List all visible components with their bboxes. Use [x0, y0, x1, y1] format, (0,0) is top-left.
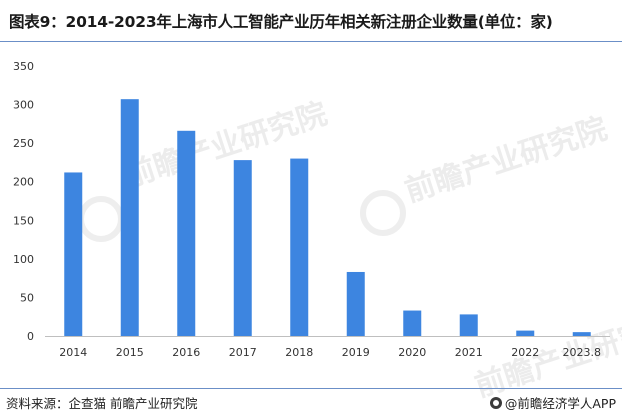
x-tick-label: 2019 — [342, 346, 370, 359]
y-tick-label: 0 — [27, 330, 34, 343]
x-tick-label: 2014 — [59, 346, 87, 359]
brand-logo-icon — [489, 396, 502, 409]
x-tick-label: 2021 — [455, 346, 483, 359]
title-divider — [0, 41, 622, 42]
bar — [459, 314, 478, 336]
bar — [120, 99, 139, 337]
y-tick-label: 50 — [20, 291, 34, 304]
bar — [233, 160, 252, 336]
brand-credit: @前瞻经济学人APP — [489, 393, 616, 412]
bar — [64, 172, 83, 336]
brand-text: @前瞻经济学人APP — [504, 396, 616, 411]
bar — [346, 271, 365, 336]
chart-title: 图表9：2014-2023年上海市人工智能产业历年相关新注册企业数量(单位：家) — [9, 13, 553, 31]
bar — [403, 310, 422, 336]
x-tick-label: 2015 — [116, 346, 144, 359]
x-tick-label: 2022 — [511, 346, 539, 359]
source-note: 资料来源：企查猫 前瞻产业研究院 — [6, 396, 198, 411]
x-tick-label: 2020 — [398, 346, 426, 359]
y-tick-label: 100 — [13, 253, 34, 266]
bar — [290, 158, 309, 336]
footer-divider — [0, 388, 622, 389]
x-tick-label: 2016 — [172, 346, 200, 359]
y-tick-label: 250 — [13, 137, 34, 150]
bar — [516, 330, 535, 336]
x-tick-label: 2023.8 — [563, 346, 602, 359]
bar — [177, 130, 196, 336]
x-tick-label: 2017 — [229, 346, 257, 359]
y-tick-label: 300 — [13, 99, 34, 112]
bar — [572, 332, 591, 336]
bar-chart: 0 50 100 150 200 250 300 350 2014 2015 2016 2017 201… — [13, 60, 610, 359]
y-tick-label: 150 — [13, 214, 34, 227]
y-tick-label: 350 — [13, 60, 34, 73]
x-tick-label: 2018 — [285, 346, 313, 359]
y-tick-label: 200 — [13, 176, 34, 189]
